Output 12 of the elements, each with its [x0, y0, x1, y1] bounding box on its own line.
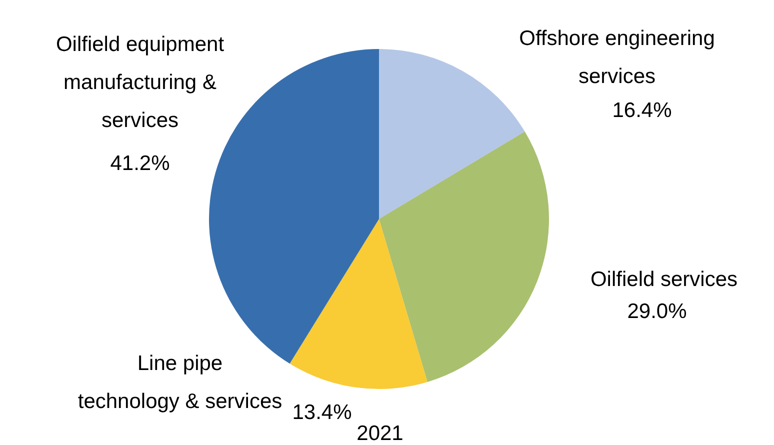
pie-slice — [379, 49, 525, 219]
data-label: 16.4% — [612, 99, 672, 122]
slice-label: Oilfield equipment manufacturing & services — [56, 33, 224, 132]
pie-slice — [379, 132, 549, 382]
slice-label: Line pipe technology & services — [78, 352, 282, 413]
data-label: 29.0% — [627, 300, 687, 323]
text: 2021 — [356, 422, 404, 445]
data-label: 13.4% — [292, 401, 352, 424]
slice-label: Oilfield services — [590, 268, 738, 291]
slice-label: Offshore engineering services — [519, 27, 715, 88]
data-label: 41.2% — [110, 152, 170, 175]
pie-slice — [290, 219, 428, 389]
